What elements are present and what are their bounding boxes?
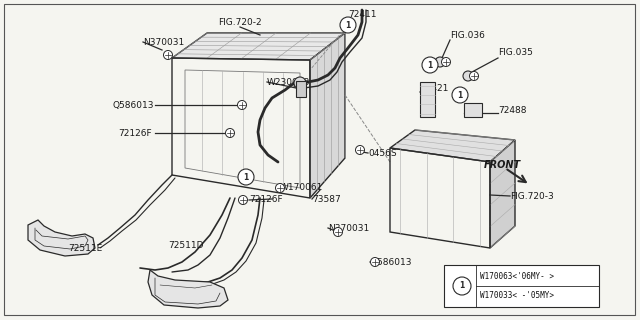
Text: 72126F: 72126F <box>118 129 152 138</box>
Polygon shape <box>310 33 345 198</box>
Text: Q586013: Q586013 <box>112 100 154 109</box>
Text: 72511E: 72511E <box>68 244 102 252</box>
Text: 1: 1 <box>346 20 351 29</box>
Text: Q586013: Q586013 <box>370 258 412 267</box>
Text: FRONT: FRONT <box>484 160 521 170</box>
Circle shape <box>333 228 342 236</box>
Text: 1: 1 <box>460 282 465 291</box>
Text: 73587: 73587 <box>312 195 340 204</box>
Text: FIG.720-3: FIG.720-3 <box>510 191 554 201</box>
Text: W170061: W170061 <box>280 182 323 191</box>
Circle shape <box>275 183 285 193</box>
Circle shape <box>237 100 246 109</box>
Polygon shape <box>390 130 515 162</box>
Circle shape <box>238 169 254 185</box>
Circle shape <box>435 57 445 67</box>
Text: 1: 1 <box>428 60 433 69</box>
Polygon shape <box>148 270 228 308</box>
Text: 0456S: 0456S <box>368 148 397 157</box>
Circle shape <box>453 277 471 295</box>
Text: FIG.035: FIG.035 <box>498 47 533 57</box>
Text: W230038: W230038 <box>267 77 310 86</box>
Polygon shape <box>28 220 95 256</box>
Text: 72411: 72411 <box>348 10 376 19</box>
Polygon shape <box>172 33 345 60</box>
Polygon shape <box>490 140 515 248</box>
Bar <box>464 103 482 117</box>
Bar <box>296 81 306 97</box>
Text: W170063<'06MY- >: W170063<'06MY- > <box>480 272 554 281</box>
Circle shape <box>371 258 380 267</box>
Circle shape <box>225 129 234 138</box>
Bar <box>444 265 599 307</box>
Circle shape <box>422 57 438 73</box>
Circle shape <box>340 17 356 33</box>
Circle shape <box>442 58 451 67</box>
Text: N370031: N370031 <box>328 223 369 233</box>
Text: FIG.036: FIG.036 <box>450 30 485 39</box>
Circle shape <box>470 71 479 81</box>
Text: 72421: 72421 <box>420 84 449 92</box>
Circle shape <box>294 77 306 89</box>
Bar <box>420 82 435 117</box>
Text: 72126F: 72126F <box>249 195 283 204</box>
Circle shape <box>239 196 248 204</box>
Text: 72511D: 72511D <box>168 241 204 250</box>
Circle shape <box>163 51 173 60</box>
Circle shape <box>355 146 365 155</box>
Circle shape <box>463 71 473 81</box>
Circle shape <box>452 87 468 103</box>
Text: A720001161: A720001161 <box>548 300 601 308</box>
Text: FIG.720-2: FIG.720-2 <box>218 18 262 27</box>
Text: 1: 1 <box>458 91 463 100</box>
Text: 1: 1 <box>243 172 248 181</box>
Text: 72488: 72488 <box>498 106 527 115</box>
Text: N370031: N370031 <box>143 37 184 46</box>
Text: W170033< -'05MY>: W170033< -'05MY> <box>480 291 554 300</box>
